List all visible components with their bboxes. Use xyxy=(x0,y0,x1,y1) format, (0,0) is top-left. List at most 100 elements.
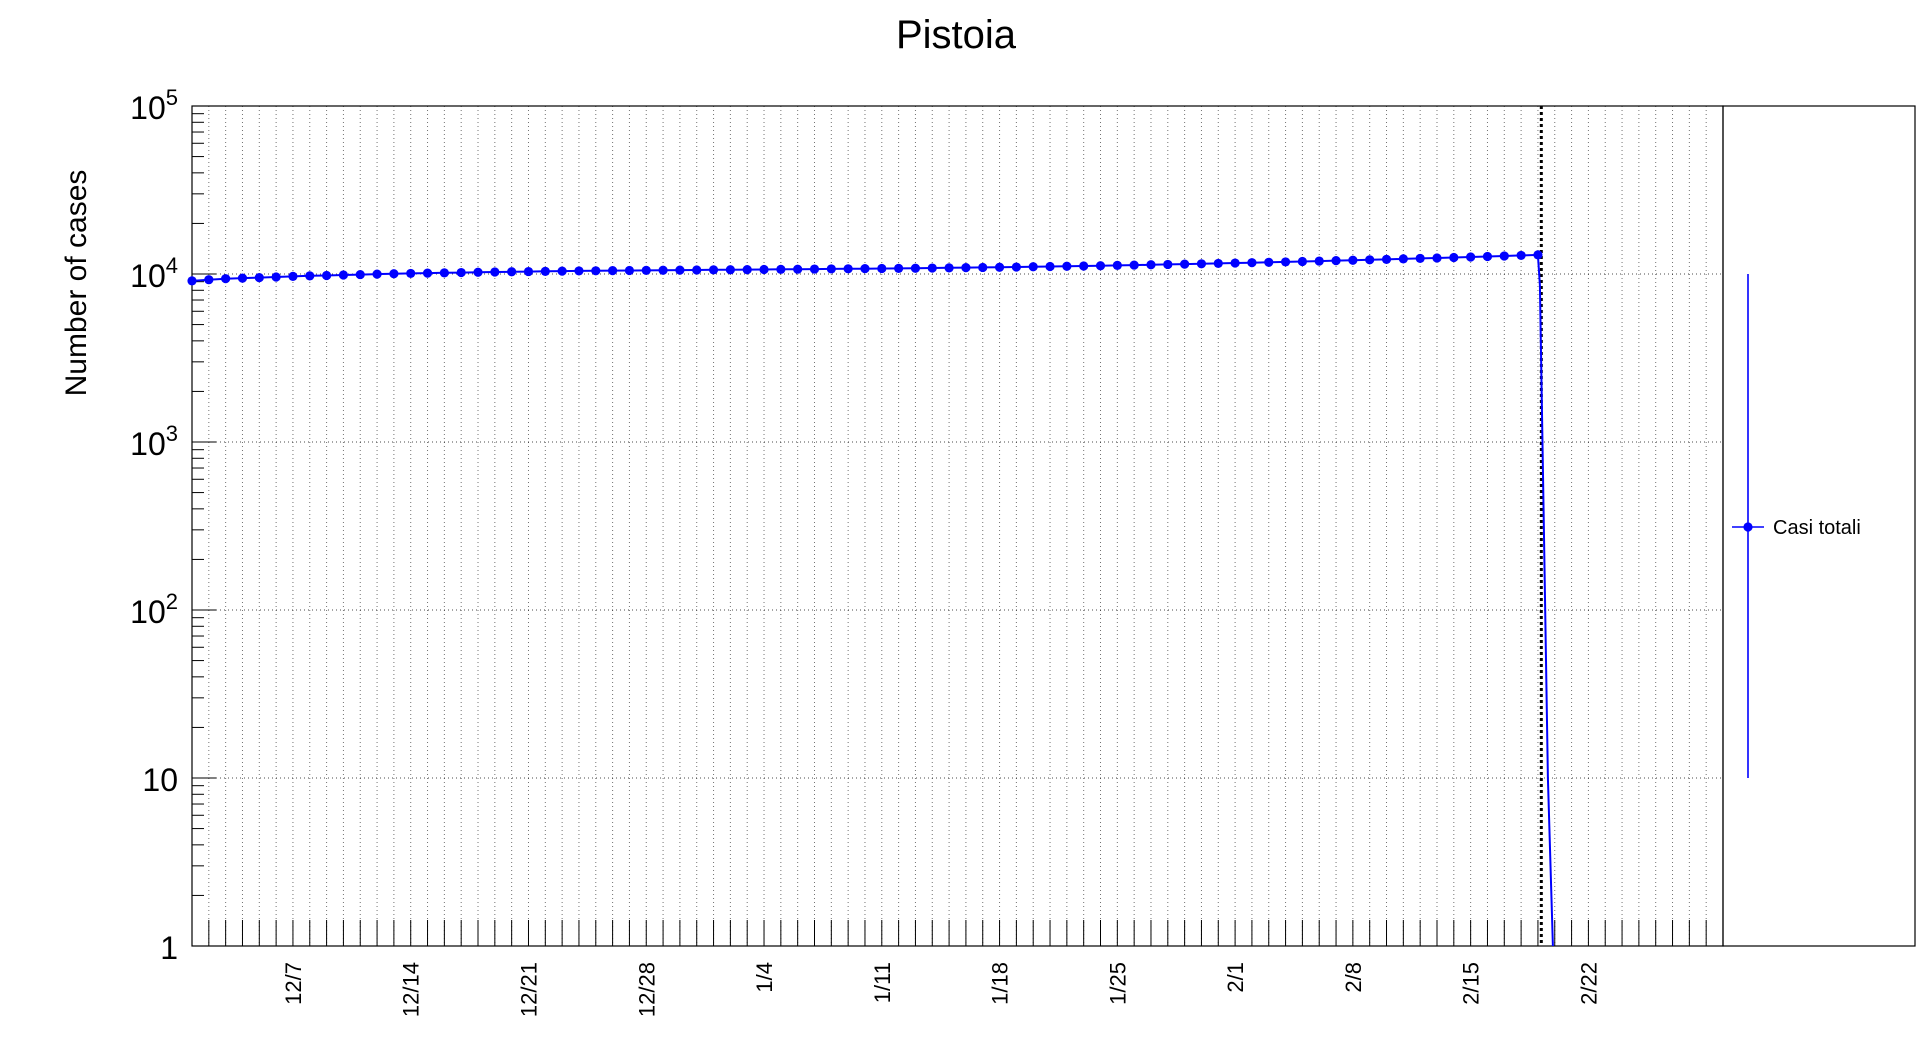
ticks-layer xyxy=(192,105,1707,947)
data-point xyxy=(776,264,786,274)
data-point xyxy=(574,266,584,276)
data-point xyxy=(692,265,702,275)
data-point xyxy=(910,263,921,273)
data-point xyxy=(1348,255,1358,265)
data-point xyxy=(708,265,719,275)
y-tick-label: 1 xyxy=(160,930,178,966)
data-point xyxy=(1499,251,1509,261)
tick-labels-layer: 1 10 102 103 104 105 12/7 12/14 12/21 12/28 1/4 1/1… xyxy=(130,85,1601,1017)
x-tick-label: 2/22 xyxy=(1576,962,1601,1005)
data-point xyxy=(860,264,870,274)
y-axis-label: Number of cases xyxy=(60,170,93,397)
y-tick-label: 105 xyxy=(130,85,178,126)
axes-layer xyxy=(191,105,1916,947)
data-point xyxy=(1095,261,1106,271)
data-point xyxy=(826,264,836,274)
plot-frame xyxy=(191,105,1724,947)
data-point xyxy=(1011,262,1021,272)
data-point xyxy=(187,276,197,286)
data-point xyxy=(608,266,618,276)
data-point xyxy=(1146,260,1156,270)
data-point xyxy=(1516,250,1526,261)
x-tick-label: 1/4 xyxy=(752,962,777,993)
data-point xyxy=(1062,261,1072,271)
data-point xyxy=(742,265,752,275)
data-point xyxy=(1314,256,1324,266)
data-point xyxy=(540,266,550,276)
data-point xyxy=(372,269,382,279)
data-point xyxy=(1028,262,1038,272)
data-point xyxy=(944,263,954,273)
legend-layer: Casi totali xyxy=(1732,274,1861,778)
y-tick-label: 102 xyxy=(130,589,178,630)
data-point xyxy=(1112,260,1122,271)
data-point xyxy=(389,269,399,279)
data-point xyxy=(759,264,769,275)
data-point xyxy=(1045,261,1055,272)
data-point xyxy=(305,271,315,281)
data-point xyxy=(809,264,820,274)
data-point xyxy=(321,270,332,281)
data-point xyxy=(1196,259,1207,269)
x-tick-label: 12/21 xyxy=(516,962,541,1017)
data-point xyxy=(338,270,349,280)
legend-frame xyxy=(1722,105,1916,947)
data-point xyxy=(1432,253,1442,263)
data-point xyxy=(1247,258,1257,268)
series-line xyxy=(191,253,1554,947)
data-point xyxy=(1230,258,1240,268)
data-point xyxy=(1482,251,1493,262)
data-point xyxy=(843,264,853,274)
data-point xyxy=(1449,252,1459,263)
data-point xyxy=(1466,252,1476,262)
data-point xyxy=(1365,255,1375,265)
y-tick-label: 104 xyxy=(130,253,178,294)
data-point xyxy=(237,273,248,283)
data-point xyxy=(994,262,1005,272)
legend-marker xyxy=(1743,522,1753,532)
x-tick-label: 2/15 xyxy=(1459,962,1484,1005)
x-tick-label: 1/11 xyxy=(870,962,895,1003)
data-point xyxy=(221,274,231,284)
data-point xyxy=(961,263,971,273)
data-point xyxy=(523,266,534,277)
data-point xyxy=(1264,257,1274,267)
data-point xyxy=(927,263,937,273)
data-point xyxy=(1415,253,1425,264)
grid-layer xyxy=(192,105,1723,947)
x-tick-label: 2/1 xyxy=(1223,962,1248,993)
x-tick-label: 1/18 xyxy=(988,962,1013,1005)
x-tick-label: 2/8 xyxy=(1341,962,1366,993)
data-point xyxy=(456,267,466,278)
data-point xyxy=(793,264,803,274)
data-point xyxy=(675,265,685,275)
data-point xyxy=(406,268,416,279)
data-point xyxy=(1398,254,1408,264)
series-layer xyxy=(187,106,1554,947)
data-point xyxy=(1297,256,1307,267)
data-point xyxy=(254,272,264,283)
data-point xyxy=(422,268,433,278)
data-point xyxy=(557,266,567,276)
data-point xyxy=(204,275,214,285)
data-point xyxy=(1381,254,1392,264)
data-point xyxy=(1163,259,1173,270)
y-tick-label: 10 xyxy=(142,762,178,798)
data-point xyxy=(877,263,887,274)
data-point xyxy=(1213,258,1223,269)
data-point xyxy=(473,267,483,277)
data-point xyxy=(1129,260,1139,270)
data-point xyxy=(894,263,904,273)
x-tick-label: 12/7 xyxy=(281,962,306,1005)
data-point xyxy=(624,265,635,276)
data-point xyxy=(271,272,281,282)
legend-label: Casi totali xyxy=(1773,517,1861,539)
chart-title: Pistoia xyxy=(896,13,1017,57)
y-tick-label: 103 xyxy=(130,421,178,462)
data-point xyxy=(355,269,365,280)
data-point xyxy=(591,266,601,276)
x-tick-label: 12/28 xyxy=(634,962,659,1017)
data-point xyxy=(978,262,988,273)
data-point xyxy=(1180,259,1190,269)
x-tick-label: 12/14 xyxy=(399,962,424,1017)
